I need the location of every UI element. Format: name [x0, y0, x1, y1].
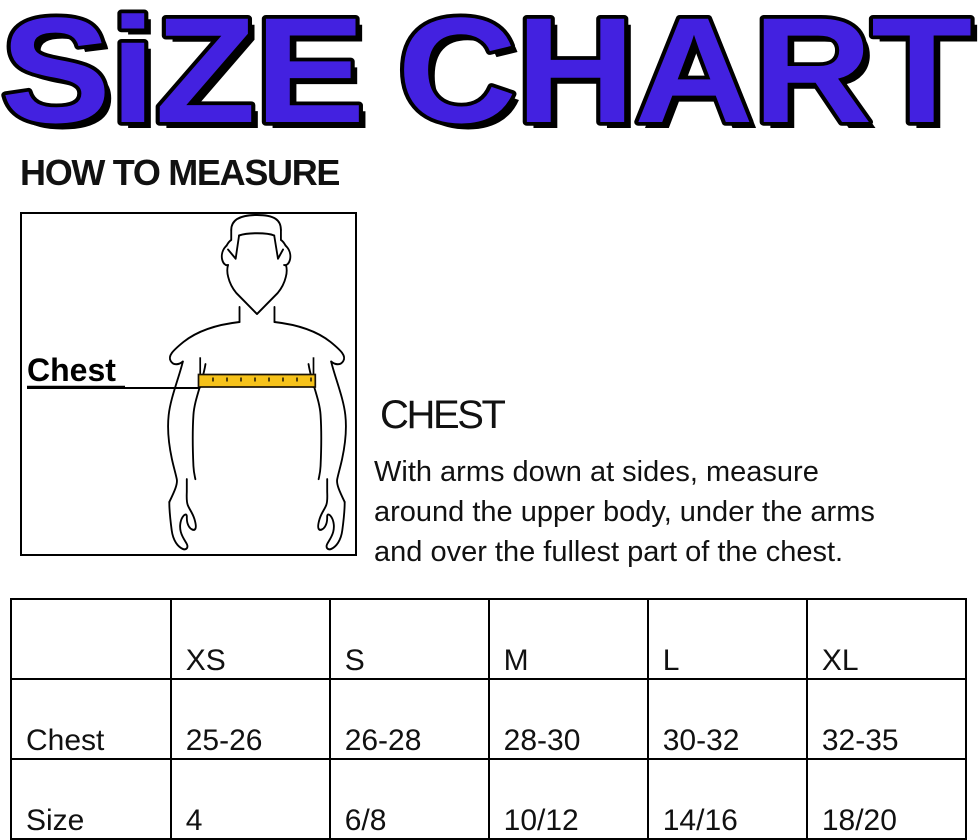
svg-text:Chest: Chest	[27, 352, 116, 388]
